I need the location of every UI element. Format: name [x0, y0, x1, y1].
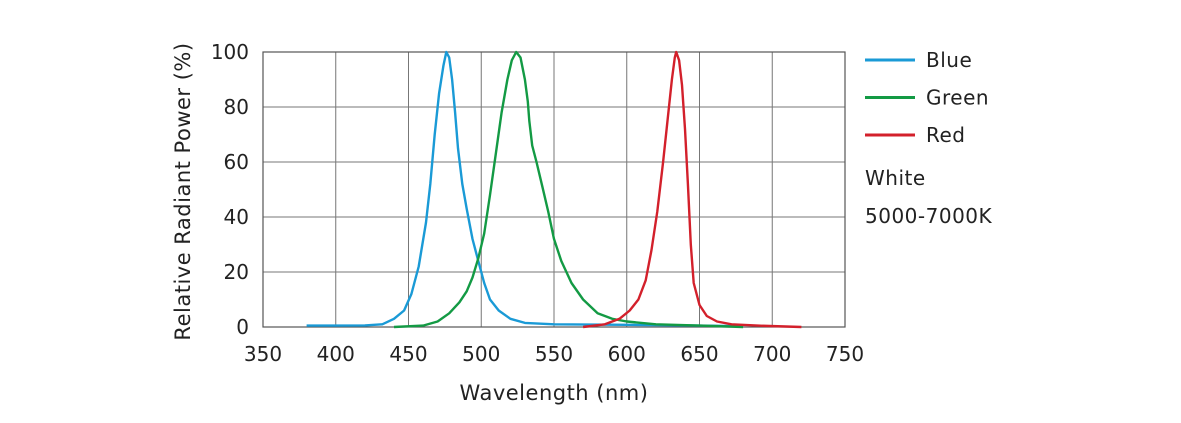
legend-label-green: Green: [926, 86, 989, 110]
x-tick-label: 750: [826, 342, 864, 366]
x-tick-label: 700: [753, 342, 791, 366]
x-tick-label: 350: [244, 342, 282, 366]
y-axis-label: Relative Radiant Power (%): [171, 42, 195, 340]
legend: Blue Green Red: [865, 48, 989, 147]
grid-lines: [263, 52, 845, 327]
y-axis-ticks: 0 20 40 60 80 100: [211, 40, 249, 339]
y-tick-label: 20: [224, 260, 249, 284]
series-line-blue: [306, 50, 744, 328]
x-tick-label: 500: [462, 342, 500, 366]
series-line-green: [393, 50, 744, 329]
annotation-white: White: [865, 166, 926, 190]
x-tick-label: 400: [317, 342, 355, 366]
x-tick-label: 600: [608, 342, 646, 366]
y-tick-label: 0: [236, 315, 249, 339]
x-axis-label: Wavelength (nm): [460, 381, 649, 405]
y-tick-label: 80: [224, 95, 249, 119]
y-tick-label: 40: [224, 205, 249, 229]
annotation-cct: 5000-7000K: [865, 204, 993, 228]
plot-area-frame: [262, 51, 846, 328]
series-layer: [306, 50, 802, 329]
legend-label-blue: Blue: [926, 48, 972, 72]
x-tick-label: 450: [389, 342, 427, 366]
x-axis-ticks: 350 400 450 500 550 600 650 700 750: [244, 342, 864, 366]
y-tick-label: 60: [224, 150, 249, 174]
y-tick-label: 100: [211, 40, 249, 64]
x-tick-label: 650: [680, 342, 718, 366]
series-line-red: [582, 50, 802, 329]
x-tick-label: 550: [535, 342, 573, 366]
legend-label-red: Red: [926, 123, 966, 147]
